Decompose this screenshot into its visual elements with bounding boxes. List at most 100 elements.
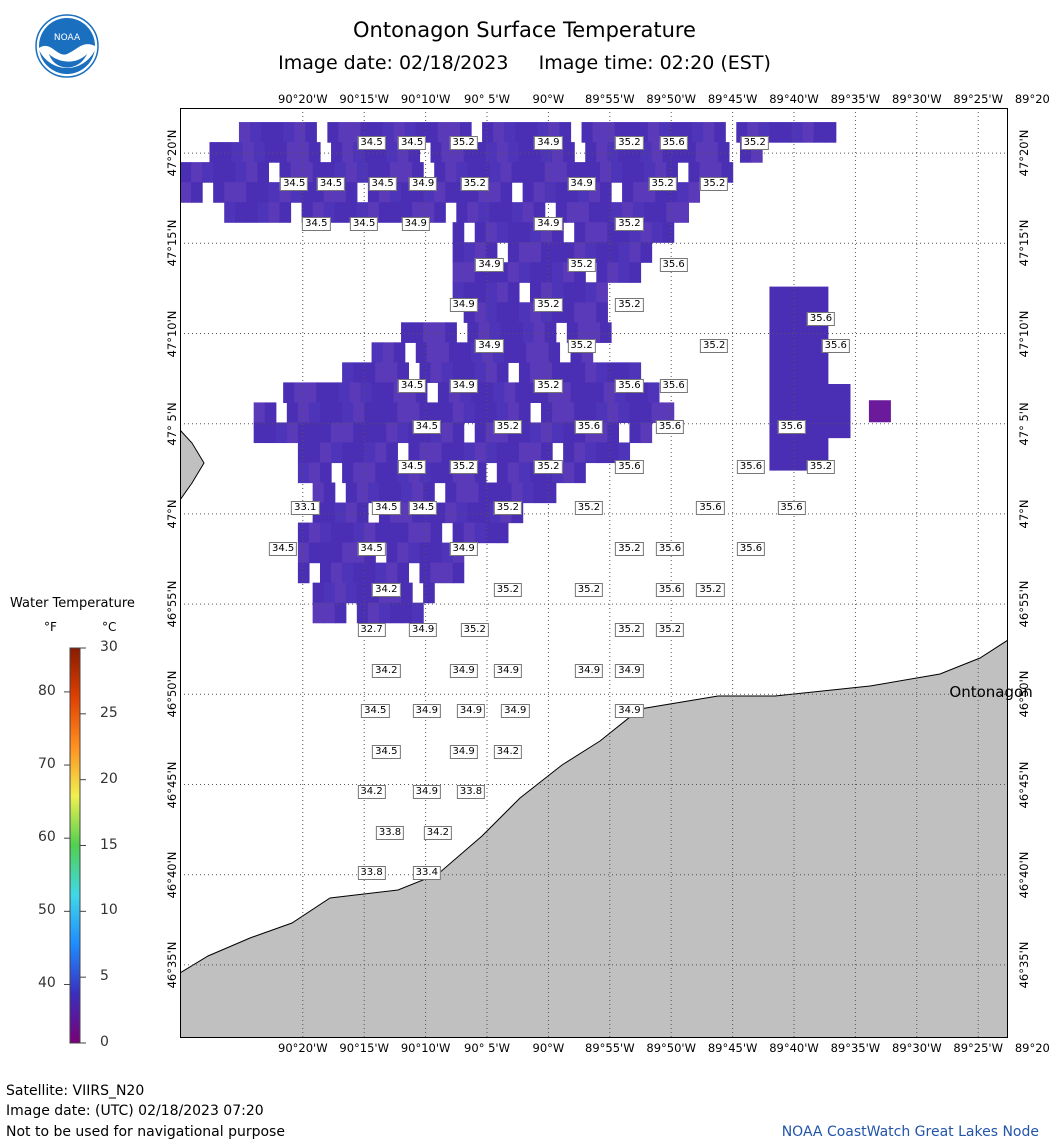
temperature-label: 34.5 [372,745,401,760]
temperature-label: 35.2 [534,379,563,394]
temperature-label: 34.5 [361,703,390,718]
temperature-label: 34.9 [449,541,478,556]
temperature-label: 34.9 [475,339,504,354]
temperature-label: 34.9 [493,663,523,678]
legend-c-tick: 5 [100,968,109,985]
footer-satellite: Satellite: VIIRS_N20 [6,1083,145,1099]
longitude-label: 90°10'W [400,1041,451,1055]
longitude-label: 89°20'W [1014,92,1049,106]
temperature-label: 34.5 [280,176,309,191]
legend-f-tick: 40 [38,975,56,992]
temperature-label: 34.2 [493,745,523,760]
legend-c-tick: 15 [100,836,118,853]
longitude-label: 89°25'W [953,92,1003,106]
temperature-label: 34.9 [409,176,438,191]
longitude-label: 89°40'W [769,1041,819,1055]
legend-f-tick: 70 [38,756,56,773]
latitude-label: 46°50'N [165,670,179,718]
latitude-label: 47° 5'N [1017,402,1031,446]
temperature-label: 35.2 [700,339,729,354]
legend-colorbar [64,647,86,1044]
temperature-label: 35.2 [449,135,478,150]
legend-c-tick: 30 [100,639,118,655]
temperature-map[interactable] [180,108,1008,1038]
latitude-label: 46°35'N [165,941,179,989]
temperature-label: 35.6 [655,582,685,597]
temperature-label: 34.5 [397,460,427,475]
temperature-label: 35.2 [615,622,644,637]
temperature-label: 33.8 [456,785,486,800]
temperature-label: 35.2 [493,501,523,516]
temperature-label: 35.2 [493,420,523,435]
temperature-label: 35.2 [655,622,685,637]
temperature-label: 34.5 [397,379,427,394]
temperature-label: 35.2 [567,257,596,272]
temperature-label: 34.2 [423,826,453,841]
longitude-label: 90°10'W [400,92,451,106]
longitude-label: 89°35'W [830,92,881,106]
temperature-label: 35.2 [460,176,489,191]
temperature-label: 35.2 [615,135,644,150]
temperature-label: 34.5 [372,501,401,516]
temperature-label: 33.8 [375,826,405,841]
latitude-label: 47°20'N [1017,129,1031,177]
legend-unit-c: °C [102,620,117,634]
longitude-label: 89°35'W [830,1041,881,1055]
temperature-label: 35.6 [659,257,688,272]
temperature-label: 34.5 [412,420,441,435]
latitude-label: 47°20'N [165,129,179,177]
longitude-label: 89°25'W [953,1041,1003,1055]
temperature-label: 34.9 [409,622,438,637]
temperature-label: 33.8 [357,866,386,881]
temperature-label: 35.6 [615,460,644,475]
longitude-label: 90°W [532,1041,565,1055]
longitude-label: 89°45'W [707,92,758,106]
longitude-label: 89°30'W [892,92,942,106]
temperature-label: 34.5 [302,216,331,231]
temperature-label: 35.2 [806,460,836,475]
longitude-label: 89°50'W [646,1041,696,1055]
longitude-label: 90°15'W [339,1041,389,1055]
longitude-label: 89°55'W [585,1041,635,1055]
temperature-label: 34.9 [449,379,478,394]
latitude-label: 47°N [165,499,179,529]
noaa-logo-icon: NOAA [35,14,99,78]
temperature-label: 32.7 [357,622,386,637]
latitude-label: 46°35'N [1017,941,1031,989]
footer-credit: NOAA CoastWatch Great Lakes Node [781,1124,1039,1140]
temperature-label: 34.5 [269,541,298,556]
legend-f-tick: 50 [38,902,56,919]
temperature-label: 34.9 [449,745,478,760]
legend-c-tick: 25 [100,704,118,721]
temperature-label: 35.6 [777,420,806,435]
footer-utc-date: Image date: (UTC) 02/18/2023 07:20 [6,1103,264,1119]
temperature-label: 34.9 [412,785,441,800]
temperature-label: 35.2 [696,582,725,597]
temperature-label: 34.9 [412,703,441,718]
temperature-label: 35.6 [659,135,688,150]
longitude-label: 90°15'W [339,92,389,106]
latitude-label: 46°45'N [165,761,179,808]
temperature-label: 35.6 [655,541,685,556]
latitude-label: 46°40'N [1017,851,1031,899]
city-label: Ontonagon [949,683,1033,702]
temperature-label: 33.1 [291,501,320,516]
temperature-label: 35.2 [449,460,478,475]
longitude-label: 90° 5'W [464,1041,510,1055]
temperature-label: 34.2 [357,785,386,800]
temperature-label: 35.6 [574,420,604,435]
temperature-label: 35.2 [574,501,604,516]
longitude-label: 90°W [532,92,565,106]
legend-c-tick: 0 [100,1034,109,1050]
temperature-label: 35.6 [777,501,806,516]
temperature-label: 35.2 [534,297,563,312]
longitude-label: 89°40'W [769,92,819,106]
longitude-label: 89°55'W [585,92,635,106]
temperature-label: 34.5 [368,176,397,191]
temperature-label: 34.9 [475,257,504,272]
latitude-label: 47° 5'N [165,402,179,446]
image-date: Image date: 02/18/2023 [278,52,509,74]
legend-f-tick: 60 [38,829,56,846]
temperature-label: 35.6 [659,379,688,394]
latitude-label: 46°40'N [165,851,179,899]
